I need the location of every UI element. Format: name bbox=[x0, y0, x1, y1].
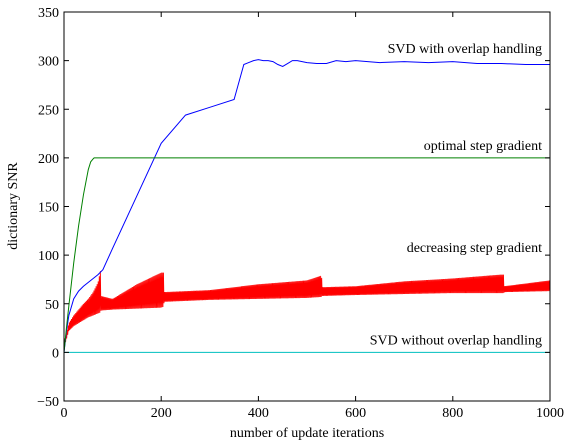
axis-ticks: 0 200 400 600 800 1000−5005010015020025030035… bbox=[37, 6, 564, 421]
y-axis-label: dictionary SNR bbox=[6, 162, 21, 250]
x-tick-label: 200 bbox=[151, 406, 172, 421]
x-tick-label: 800 bbox=[442, 406, 463, 421]
series-annotation: decreasing step gradient bbox=[407, 241, 542, 256]
y-tick-label: 0 bbox=[52, 346, 59, 361]
series-svd-with-overlap bbox=[63, 59, 550, 353]
y-tick-label: 250 bbox=[38, 103, 59, 118]
y-tick-label: 150 bbox=[38, 201, 59, 216]
annotations: SVD with overlap handling optimal step gr… bbox=[370, 42, 542, 349]
y-tick-label: 50 bbox=[45, 298, 59, 313]
series-decreasing-step-gradient bbox=[63, 271, 551, 346]
y-tick-label: 300 bbox=[38, 55, 59, 70]
plot-area bbox=[63, 59, 551, 353]
x-axis-label: number of update iterations bbox=[230, 426, 384, 441]
x-tick-label: 1000 bbox=[536, 406, 564, 421]
y-tick-label: 200 bbox=[38, 152, 59, 167]
y-tick-label: 350 bbox=[38, 6, 59, 21]
y-tick-label: −50 bbox=[37, 395, 59, 410]
y-tick-label: 100 bbox=[38, 249, 59, 264]
series-optimal-step-gradient bbox=[63, 157, 550, 353]
x-tick-label: 400 bbox=[248, 406, 269, 421]
series-annotation: SVD without overlap handling bbox=[370, 334, 542, 349]
x-tick-label: 600 bbox=[345, 406, 366, 421]
series-annotation: SVD with overlap handling bbox=[388, 42, 542, 57]
x-tick-label: 0 bbox=[61, 406, 68, 421]
series-annotation: optimal step gradient bbox=[424, 139, 542, 154]
